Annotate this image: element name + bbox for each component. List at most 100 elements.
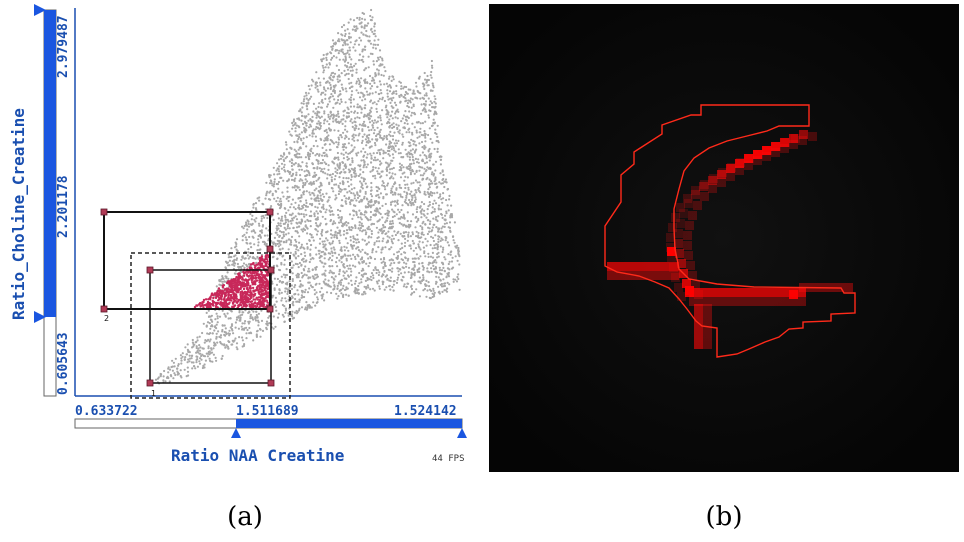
highlight-pixel — [691, 186, 700, 195]
scatter-point — [319, 237, 322, 240]
y-slider-bottom-handle[interactable] — [34, 311, 46, 323]
scatter-point — [256, 249, 259, 252]
brush-1-handle-bl[interactable] — [146, 379, 154, 387]
scatter-point — [388, 154, 391, 157]
brush-1-handle-tr[interactable] — [267, 266, 275, 274]
scatter-point — [439, 208, 443, 211]
dashed-brush-rect[interactable] — [130, 252, 291, 399]
scatter-point — [412, 105, 415, 108]
scatter-point — [325, 58, 328, 62]
scatter-point — [387, 111, 390, 114]
scatter-point — [311, 132, 314, 135]
scatter-point — [342, 58, 345, 61]
scatter-point — [426, 74, 429, 78]
selected-point — [256, 273, 259, 276]
scatter-point — [314, 246, 317, 249]
scatter-point — [419, 127, 422, 130]
y-range-slider-fill[interactable] — [44, 10, 56, 317]
scatter-point — [214, 325, 217, 328]
selected-point — [260, 265, 263, 268]
scatter-point — [336, 75, 339, 78]
selected-point — [256, 263, 259, 266]
scatter-point — [362, 33, 365, 36]
scatter-point — [292, 120, 295, 123]
scatter-point — [369, 52, 372, 55]
scatter-point — [346, 264, 349, 268]
brush-2-handle-bl[interactable] — [100, 305, 108, 313]
selected-point — [235, 295, 238, 298]
scatter-point — [371, 30, 374, 33]
scatter-point — [430, 124, 433, 128]
scatter-point — [204, 359, 207, 362]
scatter-point — [284, 214, 287, 217]
scatter-point — [257, 296, 260, 299]
scatter-point — [354, 121, 357, 124]
scatter-point — [347, 177, 350, 180]
brush-1-handle-tl[interactable] — [146, 266, 154, 274]
brush-1-handle-br[interactable] — [267, 379, 275, 387]
scatter-point — [184, 346, 187, 349]
scatter-point — [316, 216, 319, 219]
scatter-point — [221, 280, 224, 283]
y-slider-top-handle[interactable] — [34, 4, 46, 16]
scatter-point — [427, 281, 430, 284]
brush-edge-handle[interactable] — [266, 245, 274, 253]
scatter-point — [293, 140, 296, 144]
selected-point — [242, 274, 246, 277]
scatter-point — [289, 171, 292, 174]
scatter-point — [245, 332, 248, 335]
selected-point — [233, 284, 237, 288]
scatter-point — [398, 94, 401, 97]
scatter-point — [338, 79, 342, 82]
scatter-point — [284, 221, 287, 224]
x-slider-right-handle[interactable] — [457, 428, 467, 438]
scatter-point — [346, 106, 349, 109]
scatter-point — [300, 194, 303, 197]
brush-2-handle-tr[interactable] — [266, 208, 274, 216]
scatter-point — [364, 215, 367, 218]
scatter-point — [369, 14, 372, 18]
selected-point — [258, 266, 261, 269]
scatter-point — [362, 159, 365, 162]
brush-1-rect[interactable] — [149, 269, 272, 384]
scatter-point — [436, 243, 439, 246]
scatter-point — [429, 137, 432, 141]
scatter-point — [403, 122, 406, 125]
highlight-pixel — [726, 164, 735, 173]
brush-2-handle-br[interactable] — [266, 305, 274, 313]
scatter-point — [336, 172, 339, 175]
scatter-point — [234, 254, 237, 257]
scatter-point — [337, 129, 340, 132]
scatter-point — [322, 66, 325, 69]
scatter-point — [324, 97, 327, 100]
scatter-point — [326, 177, 329, 180]
scatter-point — [374, 177, 377, 180]
selected-point — [201, 301, 204, 304]
scatter-point — [359, 229, 362, 232]
scatter-point — [228, 259, 231, 262]
scatter-point — [288, 130, 291, 133]
scatter-point — [386, 95, 389, 98]
x-range-slider-fill[interactable] — [236, 419, 462, 428]
scatter-point — [337, 68, 341, 72]
scatter-point — [316, 212, 319, 215]
scatter-point — [309, 193, 312, 196]
scatter-point — [227, 347, 230, 350]
scatter-point — [294, 127, 297, 130]
scatter-point — [437, 207, 440, 210]
scatter-point — [361, 261, 364, 264]
scatter-point — [294, 184, 297, 187]
scatter-point — [280, 275, 283, 278]
scatter-point — [319, 194, 322, 197]
scatter-point — [364, 292, 367, 295]
scatter-point — [252, 318, 255, 321]
brush-2-handle-tl[interactable] — [100, 208, 108, 216]
scatter-point — [366, 163, 369, 166]
scatter-point — [300, 294, 303, 297]
brush-2-rect[interactable] — [103, 211, 271, 310]
scatter-point — [347, 112, 350, 115]
x-slider-left-handle[interactable] — [231, 428, 241, 438]
scatter-point — [171, 369, 174, 372]
scatter-point — [288, 160, 291, 163]
scatter-point — [425, 244, 428, 247]
